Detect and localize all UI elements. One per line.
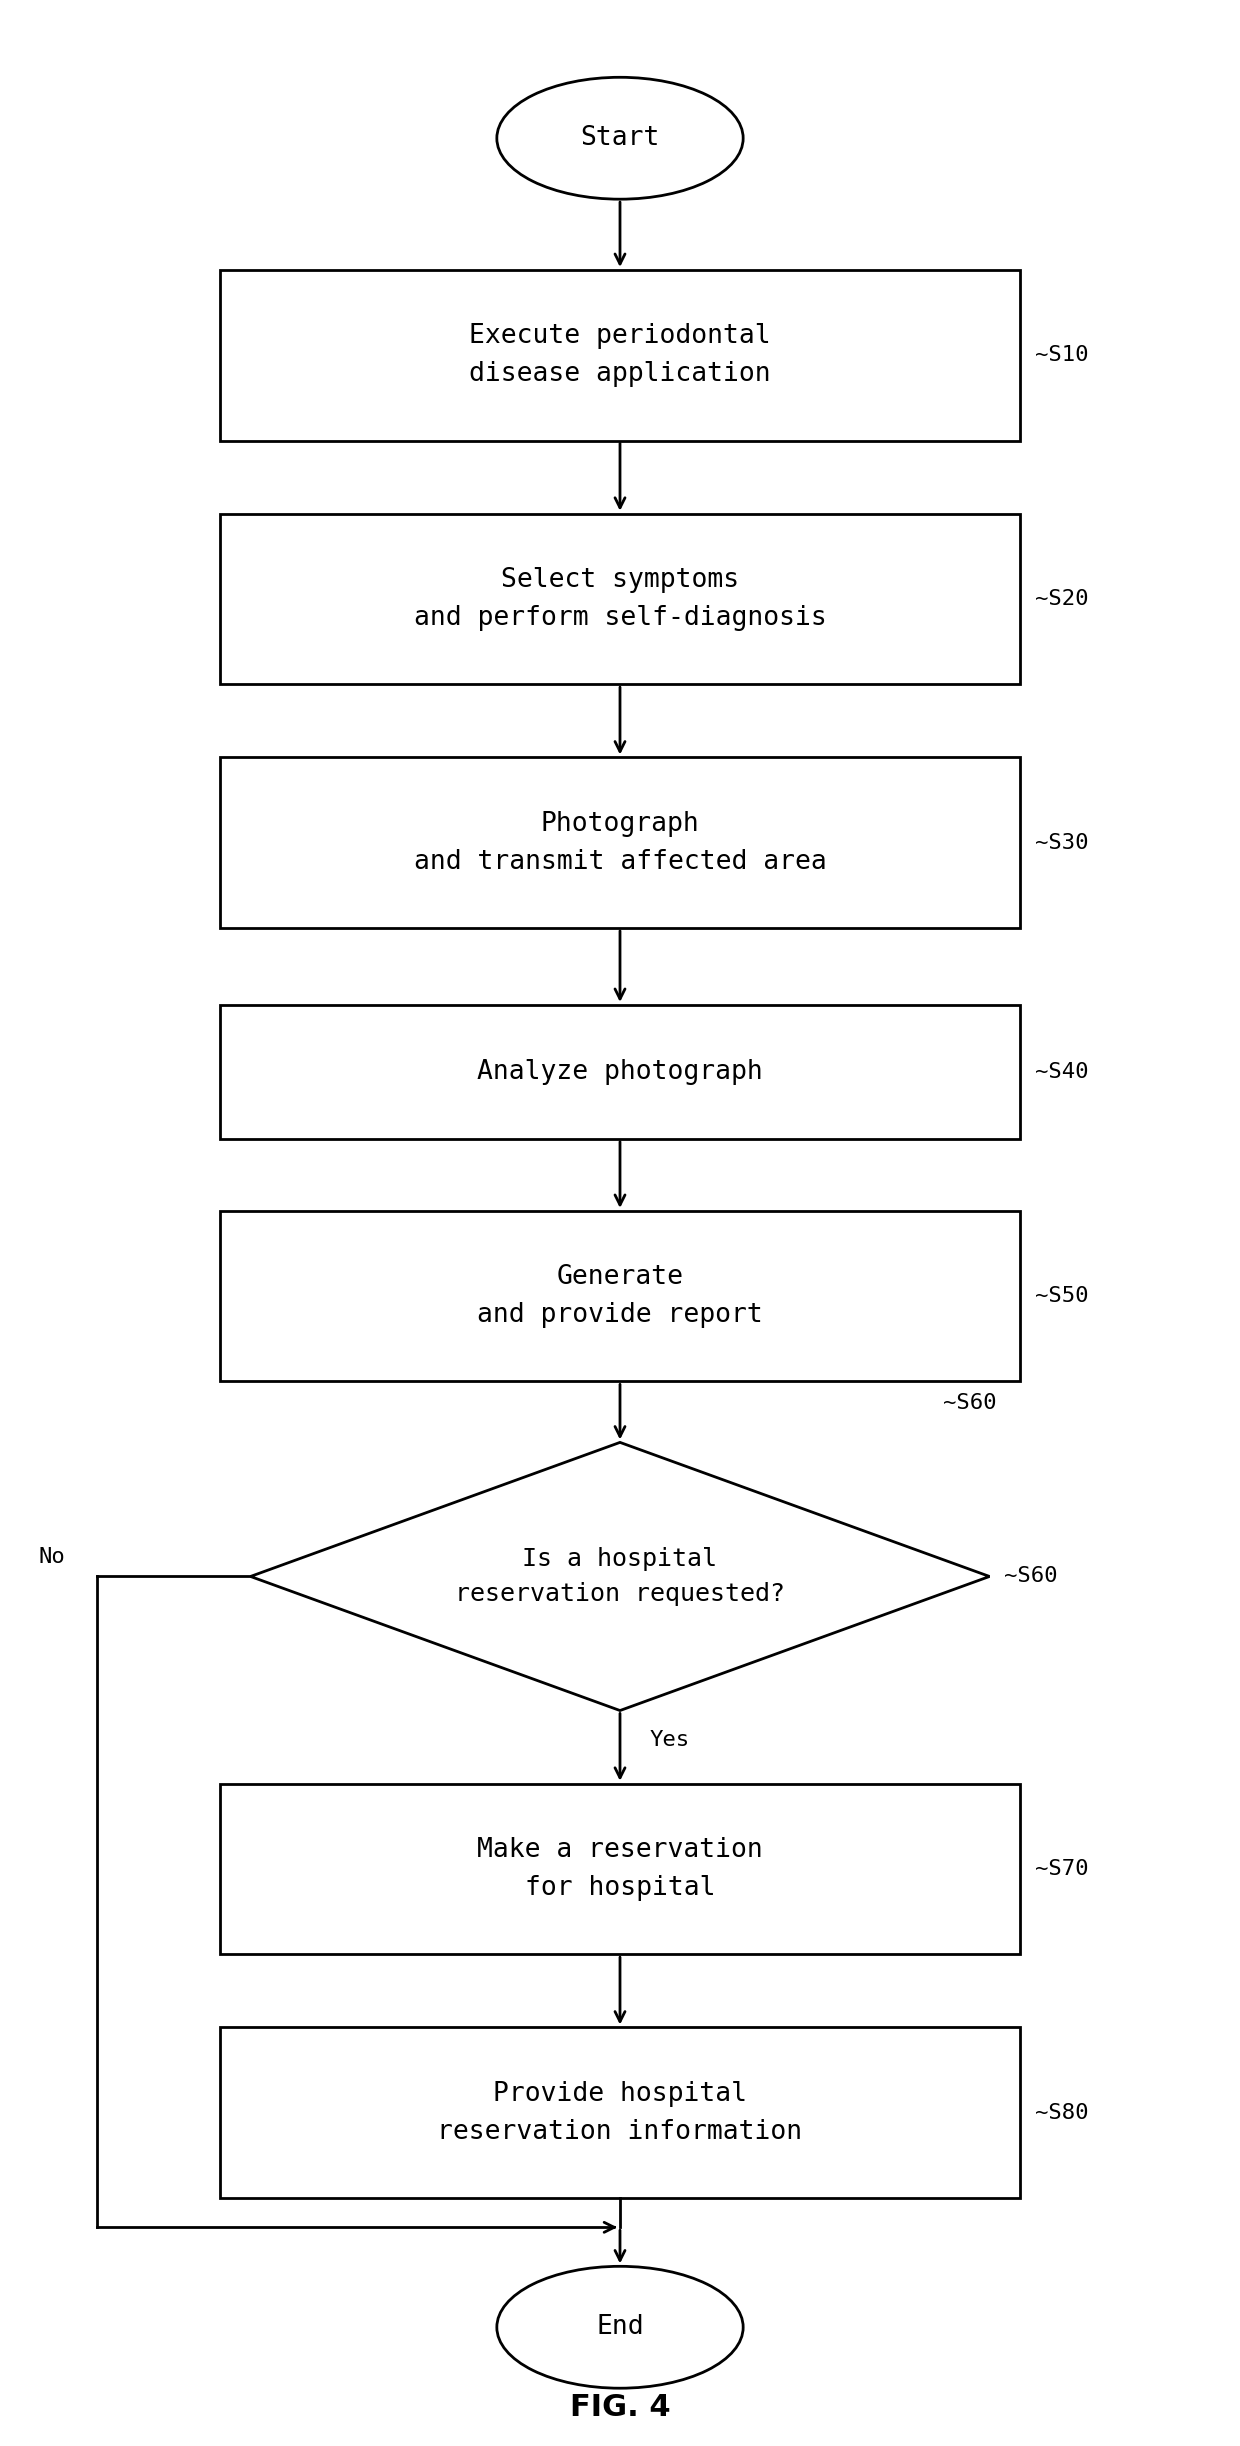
Text: Photograph
and transmit affected area: Photograph and transmit affected area: [414, 810, 826, 876]
Text: Analyze photograph: Analyze photograph: [477, 1059, 763, 1086]
Ellipse shape: [497, 2267, 743, 2387]
Ellipse shape: [497, 78, 743, 198]
Text: Execute periodontal
disease application: Execute periodontal disease application: [469, 323, 771, 386]
FancyBboxPatch shape: [219, 1005, 1021, 1140]
FancyBboxPatch shape: [219, 758, 1021, 927]
Text: ~S70: ~S70: [1035, 1859, 1089, 1879]
Text: No: No: [38, 1546, 66, 1568]
Text: ~S40: ~S40: [1035, 1062, 1089, 1081]
Text: End: End: [596, 2314, 644, 2341]
Text: Is a hospital
reservation requested?: Is a hospital reservation requested?: [455, 1546, 785, 1607]
Text: Start: Start: [580, 125, 660, 152]
Text: FIG. 4: FIG. 4: [569, 2392, 671, 2422]
Text: ~S60: ~S60: [1004, 1565, 1058, 1587]
Polygon shape: [250, 1443, 990, 1710]
Text: Generate
and provide report: Generate and provide report: [477, 1265, 763, 1328]
Text: ~S20: ~S20: [1035, 589, 1089, 609]
FancyBboxPatch shape: [219, 1211, 1021, 1382]
FancyBboxPatch shape: [219, 2028, 1021, 2199]
FancyBboxPatch shape: [219, 1783, 1021, 1954]
Text: ~S50: ~S50: [1035, 1287, 1089, 1306]
Text: Yes: Yes: [650, 1729, 689, 1749]
Text: ~S80: ~S80: [1035, 2104, 1089, 2123]
Text: ~S30: ~S30: [1035, 832, 1089, 854]
Text: Provide hospital
reservation information: Provide hospital reservation information: [438, 2082, 802, 2145]
Text: ~S10: ~S10: [1035, 345, 1089, 364]
Text: Select symptoms
and perform self-diagnosis: Select symptoms and perform self-diagnos…: [414, 567, 826, 631]
FancyBboxPatch shape: [219, 514, 1021, 685]
Text: Make a reservation
for hospital: Make a reservation for hospital: [477, 1837, 763, 1901]
FancyBboxPatch shape: [219, 269, 1021, 440]
Text: ~S60: ~S60: [942, 1394, 996, 1414]
